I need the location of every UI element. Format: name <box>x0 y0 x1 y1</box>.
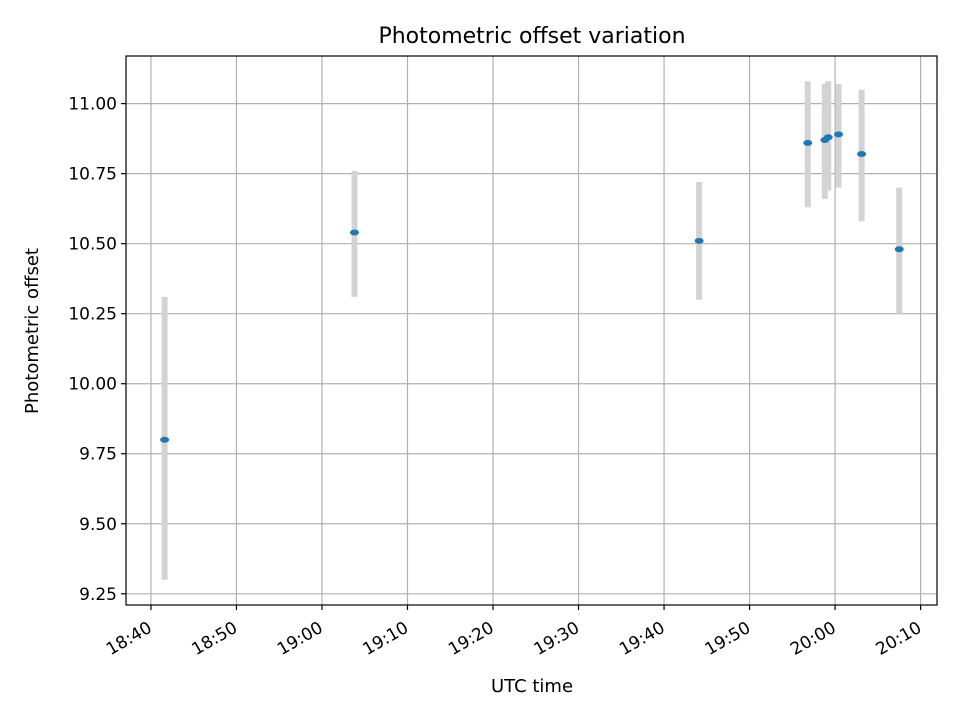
y-axis-label: Photometric offset <box>22 248 43 414</box>
error-bars <box>161 81 903 580</box>
data-point <box>803 139 813 146</box>
x-tick-label: 20:00 <box>787 618 839 660</box>
data-point <box>694 237 704 244</box>
x-axis-label: UTC time <box>491 676 573 697</box>
grid <box>126 56 937 605</box>
axis-ticks: 18:40 18:50 19:00 19:10 19:20 19:30 19:40 19:50… <box>68 95 925 660</box>
y-tick-label: 10.50 <box>68 235 117 255</box>
y-tick-label: 9.25 <box>79 585 117 605</box>
y-tick-label: 9.75 <box>79 445 117 465</box>
x-tick-label: 19:40 <box>616 618 668 660</box>
plot-frame <box>125 55 938 606</box>
y-tick-label: 11.00 <box>68 95 117 115</box>
data-points <box>160 131 904 443</box>
y-tick-label: 10.00 <box>68 375 117 395</box>
data-point <box>349 229 359 236</box>
x-tick-label: 19:00 <box>274 618 326 660</box>
x-tick-label: 20:10 <box>873 618 925 660</box>
x-tick-label: 18:50 <box>189 618 241 660</box>
x-tick-label: 19:50 <box>702 618 754 660</box>
chart-title: Photometric offset variation <box>378 24 685 49</box>
data-point <box>894 246 904 253</box>
data-point <box>160 436 170 443</box>
data-point <box>857 151 867 158</box>
data-point <box>823 134 833 141</box>
x-tick-label: 19:30 <box>531 618 583 660</box>
x-tick-label: 18:40 <box>103 618 155 660</box>
y-tick-label: 10.25 <box>68 305 117 325</box>
x-tick-label: 19:10 <box>360 618 412 660</box>
y-tick-label: 9.50 <box>79 515 117 535</box>
x-tick-label: 19:20 <box>445 618 497 660</box>
y-tick-label: 10.75 <box>68 165 117 185</box>
data-point <box>834 131 844 138</box>
